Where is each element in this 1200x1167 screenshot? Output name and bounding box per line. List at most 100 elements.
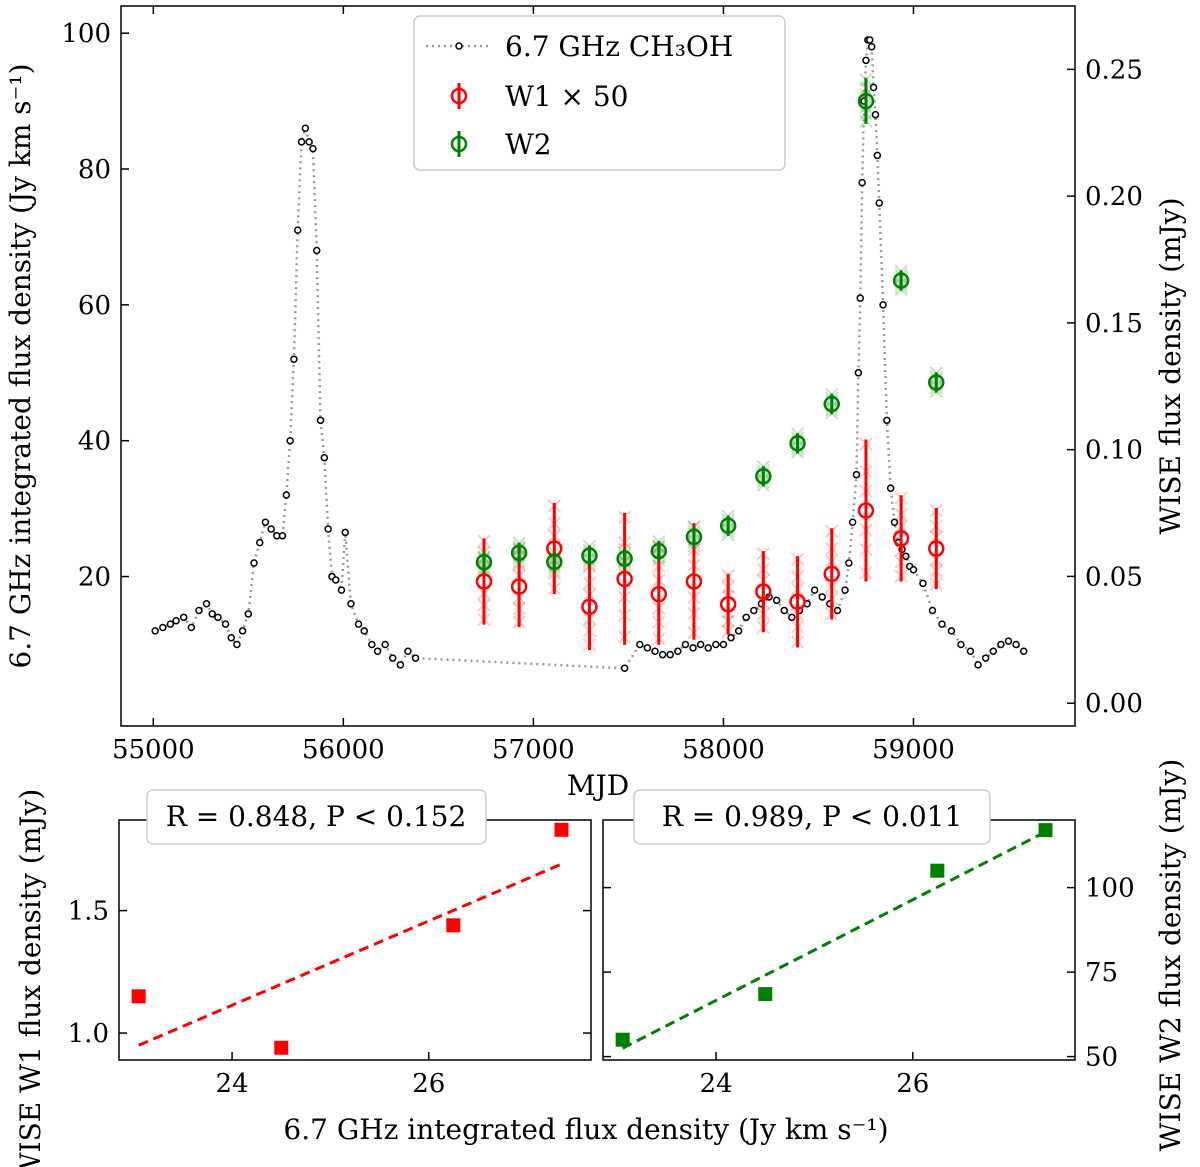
maser-point xyxy=(712,640,720,649)
maser-point xyxy=(255,538,264,547)
maser-point xyxy=(337,586,346,594)
maser-point xyxy=(742,613,750,622)
maser-point xyxy=(997,640,1005,649)
bottom-left-fit-line xyxy=(138,862,563,1047)
maser-point xyxy=(238,627,247,635)
maser-point xyxy=(301,124,310,133)
top-x-tick-label: 56000 xyxy=(302,735,385,765)
top-y-right-tick-label: 0.10 xyxy=(1085,436,1143,466)
bottom-right-fit-line xyxy=(621,830,1047,1050)
bottom-left-point xyxy=(274,1040,289,1055)
maser-point xyxy=(320,453,329,462)
maser-point xyxy=(727,633,735,642)
maser-point xyxy=(674,647,682,656)
maser-point xyxy=(883,416,891,425)
legend-frame xyxy=(413,15,786,171)
bottom-right-annotation-box xyxy=(633,789,991,845)
top-y-axis-label: 6.7 GHz integrated flux density (Jy km s… xyxy=(4,63,37,668)
maser-point xyxy=(309,144,317,153)
top-y-right-tick-label: 0.15 xyxy=(1085,309,1143,339)
maser-point xyxy=(389,654,397,662)
top-axes: 55000 56000 57000 58000 59000 20 40 60 80 100 0.00… xyxy=(61,6,1143,765)
w2-point xyxy=(789,435,806,452)
maser-point xyxy=(689,644,697,652)
maser-point xyxy=(734,627,743,635)
maser-point xyxy=(873,151,882,160)
maser-point xyxy=(297,138,306,146)
maser-point xyxy=(947,627,956,635)
maser-point xyxy=(312,246,321,255)
maser-point xyxy=(381,640,389,649)
top-plot-frame xyxy=(120,5,1076,727)
maser-point xyxy=(818,593,826,601)
maser-point xyxy=(261,518,270,526)
maser-point xyxy=(651,647,659,656)
maser-point xyxy=(772,596,781,605)
maser-point xyxy=(341,528,349,537)
maser-point xyxy=(286,436,294,445)
w2-point xyxy=(857,92,875,110)
w2-point xyxy=(650,542,668,560)
bottom-right-axes: 24 26 50 75 100 xyxy=(603,820,1135,1099)
bottom-right-point xyxy=(758,987,773,1002)
maser-point xyxy=(879,301,887,309)
bottom-right-panel: 24 26 50 75 100 R = 0.989, P < 0.011 WISE W2… xyxy=(602,759,1187,1152)
top-y-right-tick-label: 0.20 xyxy=(1085,182,1143,212)
bottom-left-plot-area xyxy=(131,822,569,1055)
top-y-right-tick-label: 0.00 xyxy=(1085,689,1143,719)
maser-point xyxy=(159,623,167,632)
maser-point xyxy=(347,599,355,608)
w1-point xyxy=(755,583,772,600)
w1-point xyxy=(616,570,633,588)
top-y-right-tick-label: 0.05 xyxy=(1085,562,1143,592)
legend-label-w2: W2 xyxy=(505,128,552,161)
top-plot-area xyxy=(151,36,1028,673)
bottom-left-y-axis-label: WISE W1 flux density (mJy) xyxy=(14,789,47,1167)
maser-point xyxy=(290,355,298,363)
maser-point xyxy=(227,633,235,642)
bottom-x-axis-label: 6.7 GHz integrated flux density (Jy km s… xyxy=(283,1113,888,1146)
bottom-right-x-tick-label: 24 xyxy=(700,1069,733,1099)
maser-point xyxy=(202,599,211,608)
bottom-left-y-tick-label: 1.5 xyxy=(68,897,109,927)
legend-w1-marker xyxy=(450,87,468,105)
maser-point xyxy=(928,606,937,615)
maser-point xyxy=(179,613,188,622)
maser-point xyxy=(250,559,258,567)
maser-point xyxy=(195,606,203,615)
maser-point xyxy=(841,586,849,594)
top-y-axis-right-label: WISE flux density (mJy) xyxy=(1154,197,1187,534)
bottom-right-annotation: R = 0.989, P < 0.011 xyxy=(662,800,963,833)
w2-point xyxy=(685,528,703,546)
maser-point xyxy=(867,43,876,51)
w1-point xyxy=(823,565,840,583)
w1-point xyxy=(789,593,806,611)
maser-point xyxy=(974,661,982,669)
top-y-tick-label: 60 xyxy=(78,291,111,321)
maser-point xyxy=(620,664,629,673)
maser-point xyxy=(981,654,990,662)
maser-point xyxy=(267,525,275,533)
bottom-right-y-tick-label: 50 xyxy=(1085,1043,1118,1073)
w2-point xyxy=(616,550,633,567)
maser-point xyxy=(750,606,758,615)
bottom-right-y-axis-label: WISE W2 flux density (mJy) xyxy=(1154,759,1187,1152)
top-x-axis-label: MJD xyxy=(567,769,629,802)
maser-point xyxy=(989,647,998,656)
w1-point xyxy=(857,502,875,519)
w2-point xyxy=(475,553,493,571)
maser-point xyxy=(636,640,644,649)
legend-label-w1: W1 × 50 xyxy=(505,80,628,113)
legend-w2-marker xyxy=(450,135,468,153)
w2-point xyxy=(546,553,563,571)
maser-point xyxy=(704,644,712,652)
maser-point xyxy=(854,369,863,377)
maser-point xyxy=(890,518,899,526)
w1-point xyxy=(475,573,493,590)
maser-point xyxy=(902,552,910,560)
top-x-tick-label: 57000 xyxy=(492,735,575,765)
bottom-left-y-tick-label: 1.0 xyxy=(68,1019,109,1049)
top-panel: 55000 56000 57000 58000 59000 20 40 60 80 100 0.00… xyxy=(4,5,1187,802)
maser-point xyxy=(852,470,861,479)
maser-point xyxy=(360,627,369,635)
